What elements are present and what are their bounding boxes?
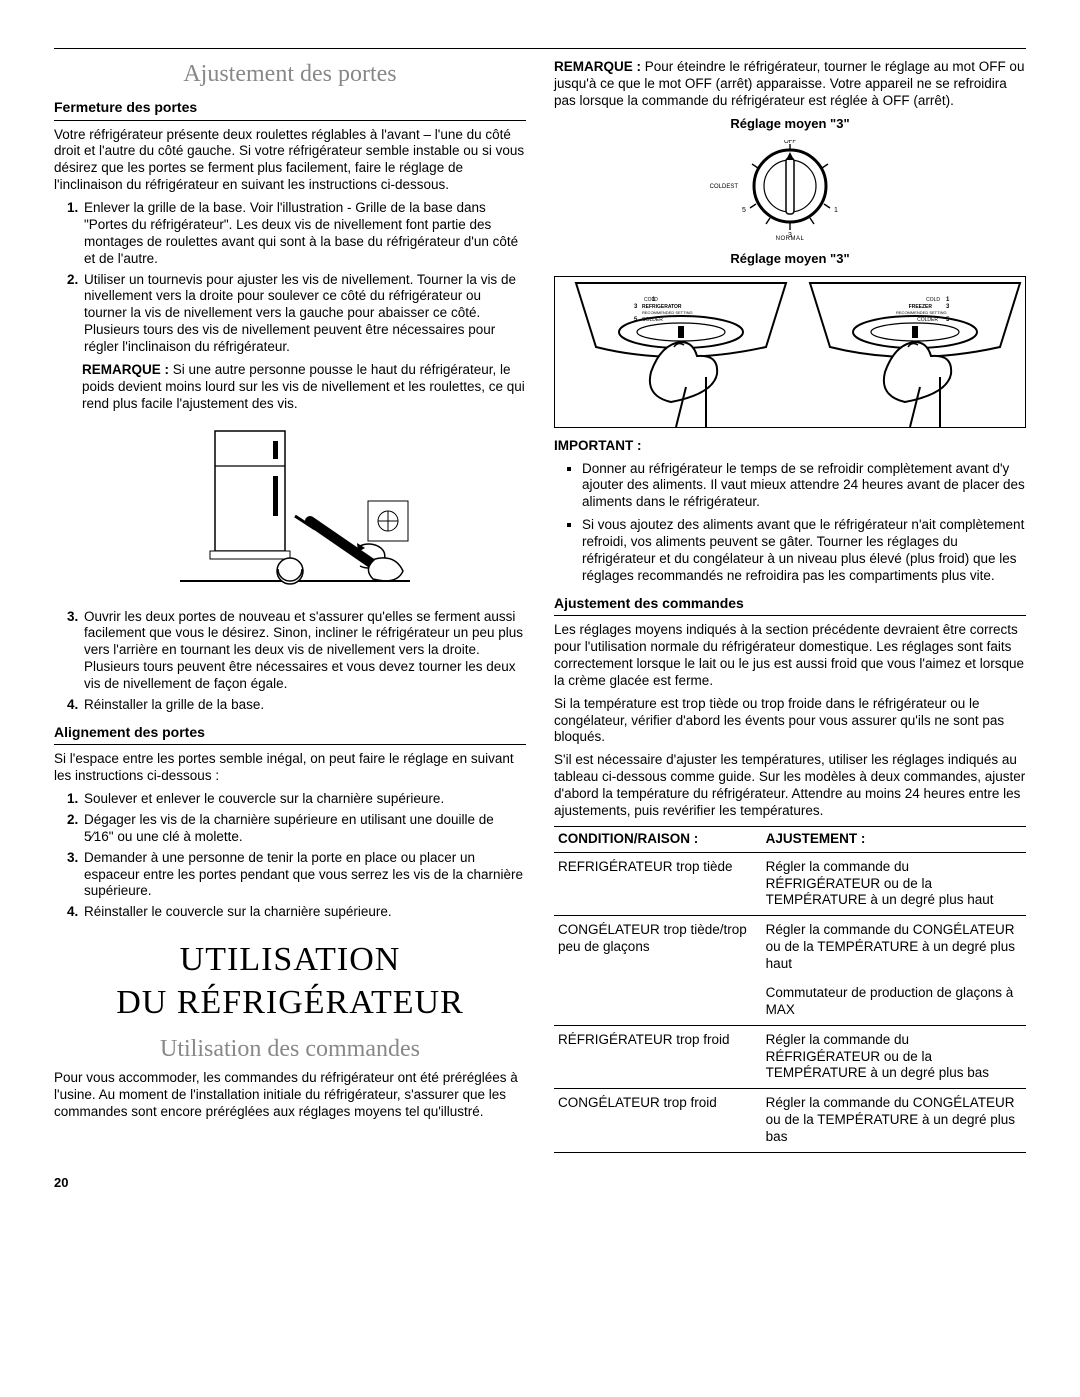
paragraph: Si l'espace entre les portes semble inég… xyxy=(54,751,526,785)
svg-text:COLDER: COLDER xyxy=(642,317,663,323)
svg-text:COLD: COLD xyxy=(926,297,940,303)
table-cell: Régler la commande du RÉFRIGÉRATEUR ou d… xyxy=(762,1025,1026,1089)
paragraph: Les réglages moyens indiqués à la sectio… xyxy=(554,622,1026,690)
remark: REMARQUE : Pour éteindre le réfrigérateu… xyxy=(554,59,1026,110)
table-row: RÉFRIGÉRATEUR trop froid Régler la comma… xyxy=(554,1025,1026,1089)
list-item: Utiliser un tournevis pour ajuster les v… xyxy=(82,272,526,356)
table-header: AJUSTEMENT : xyxy=(762,826,1026,852)
table-header: CONDITION/RAISON : xyxy=(554,826,762,852)
paragraph: Votre réfrigérateur présente deux roulet… xyxy=(54,127,526,195)
table-cell: CONGÉLATEUR trop froid xyxy=(554,1089,762,1153)
subhead-door-closing: Fermeture des portes xyxy=(54,99,526,121)
dial-normal-label: NORMAL xyxy=(554,236,1026,244)
remark-label: REMARQUE : xyxy=(82,362,169,377)
table-cell: RÉFRIGÉRATEUR trop froid xyxy=(554,1025,762,1089)
subhead-control-adjust: Ajustement des commandes xyxy=(554,595,1026,617)
list-item: Soulever et enlever le couvercle sur la … xyxy=(82,791,526,808)
table-cell: Commutateur de production de glaçons à M… xyxy=(762,979,1026,1025)
svg-text:RECOMMENDED SETTING: RECOMMENDED SETTING xyxy=(642,310,693,315)
main-heading-utilisation: UTILISATION DU RÉFRIGÉRATEUR xyxy=(54,939,526,1024)
list-item: Demander à une personne de tenir la port… xyxy=(82,850,526,901)
svg-text:COLDEST: COLDEST xyxy=(710,184,739,190)
table-cell: REFRIGÉRATEUR trop tiède xyxy=(554,852,762,916)
svg-text:1: 1 xyxy=(834,207,838,214)
figure-leveling xyxy=(54,421,526,601)
figure-caption: Réglage moyen "3" xyxy=(554,116,1026,132)
figure-caption: Réglage moyen "3" xyxy=(554,251,1026,267)
table-cell: CONGÉLATEUR trop tiède/trop peu de glaço… xyxy=(554,916,762,979)
list-item: Ouvrir les deux portes de nouveau et s'a… xyxy=(82,609,526,693)
important-label: IMPORTANT : xyxy=(554,438,1026,455)
section-heading-controls: Utilisation des commandes xyxy=(54,1034,526,1064)
remark: REMARQUE : Si une autre personne pousse … xyxy=(82,362,526,413)
table-row: CONGÉLATEUR trop froid Régler la command… xyxy=(554,1089,1026,1153)
paragraph: Si la température est trop tiède ou trop… xyxy=(554,696,1026,747)
svg-text:OFF: OFF xyxy=(784,140,796,145)
paragraph: Pour vous accommoder, les commandes du r… xyxy=(54,1070,526,1121)
table-cell: Régler la commande du RÉFRIGÉRATEUR ou d… xyxy=(762,852,1026,916)
remark-label: REMARQUE : xyxy=(554,59,641,74)
svg-text:COLDER: COLDER xyxy=(917,317,938,323)
svg-text:RECOMMENDED SETTING: RECOMMENDED SETTING xyxy=(896,310,947,315)
paragraph: S'il est nécessaire d'ajuster les tempér… xyxy=(554,752,1026,820)
title-line-1: UTILISATION xyxy=(180,941,401,978)
svg-text:5: 5 xyxy=(742,207,746,214)
table-row: CONGÉLATEUR trop tiède/trop peu de glaço… xyxy=(554,916,1026,979)
page-number: 20 xyxy=(54,1175,1026,1191)
subhead-door-align: Alignement des portes xyxy=(54,724,526,746)
list-item: Réinstaller la grille de la base. xyxy=(82,697,526,714)
table-cell: Régler la commande du CONGÉLATEUR ou de … xyxy=(762,916,1026,979)
table-row: Commutateur de production de glaçons à M… xyxy=(554,979,1026,1025)
section-heading-door-adjust: Ajustement des portes xyxy=(54,59,526,89)
table-row: REFRIGÉRATEUR trop tiède Régler la comma… xyxy=(554,852,1026,916)
title-line-2: DU RÉFRIGÉRATEUR xyxy=(54,982,526,1025)
table-cell: Régler la commande du CONGÉLATEUR ou de … xyxy=(762,1089,1026,1153)
table-cell xyxy=(554,979,762,1025)
list-item: Dégager les vis de la charnière supérieu… xyxy=(82,812,526,846)
list-item: Enlever la grille de la base. Voir l'ill… xyxy=(82,200,526,268)
list-item: Donner au réfrigérateur le temps de se r… xyxy=(582,461,1026,512)
list-item: Si vous ajoutez des aliments avant que l… xyxy=(582,517,1026,585)
adjustment-table: CONDITION/RAISON : AJUSTEMENT : REFRIGÉR… xyxy=(554,826,1026,1153)
figure-slider-panels: COLD 1 3 REFRIGERATOR RECOMMENDED SETTIN… xyxy=(554,276,1026,428)
list-item: Réinstaller le couvercle sur la charnièr… xyxy=(82,904,526,921)
figure-dial: OFF COLDEST 5 1 3 NORMAL NORMAL xyxy=(554,140,1026,244)
